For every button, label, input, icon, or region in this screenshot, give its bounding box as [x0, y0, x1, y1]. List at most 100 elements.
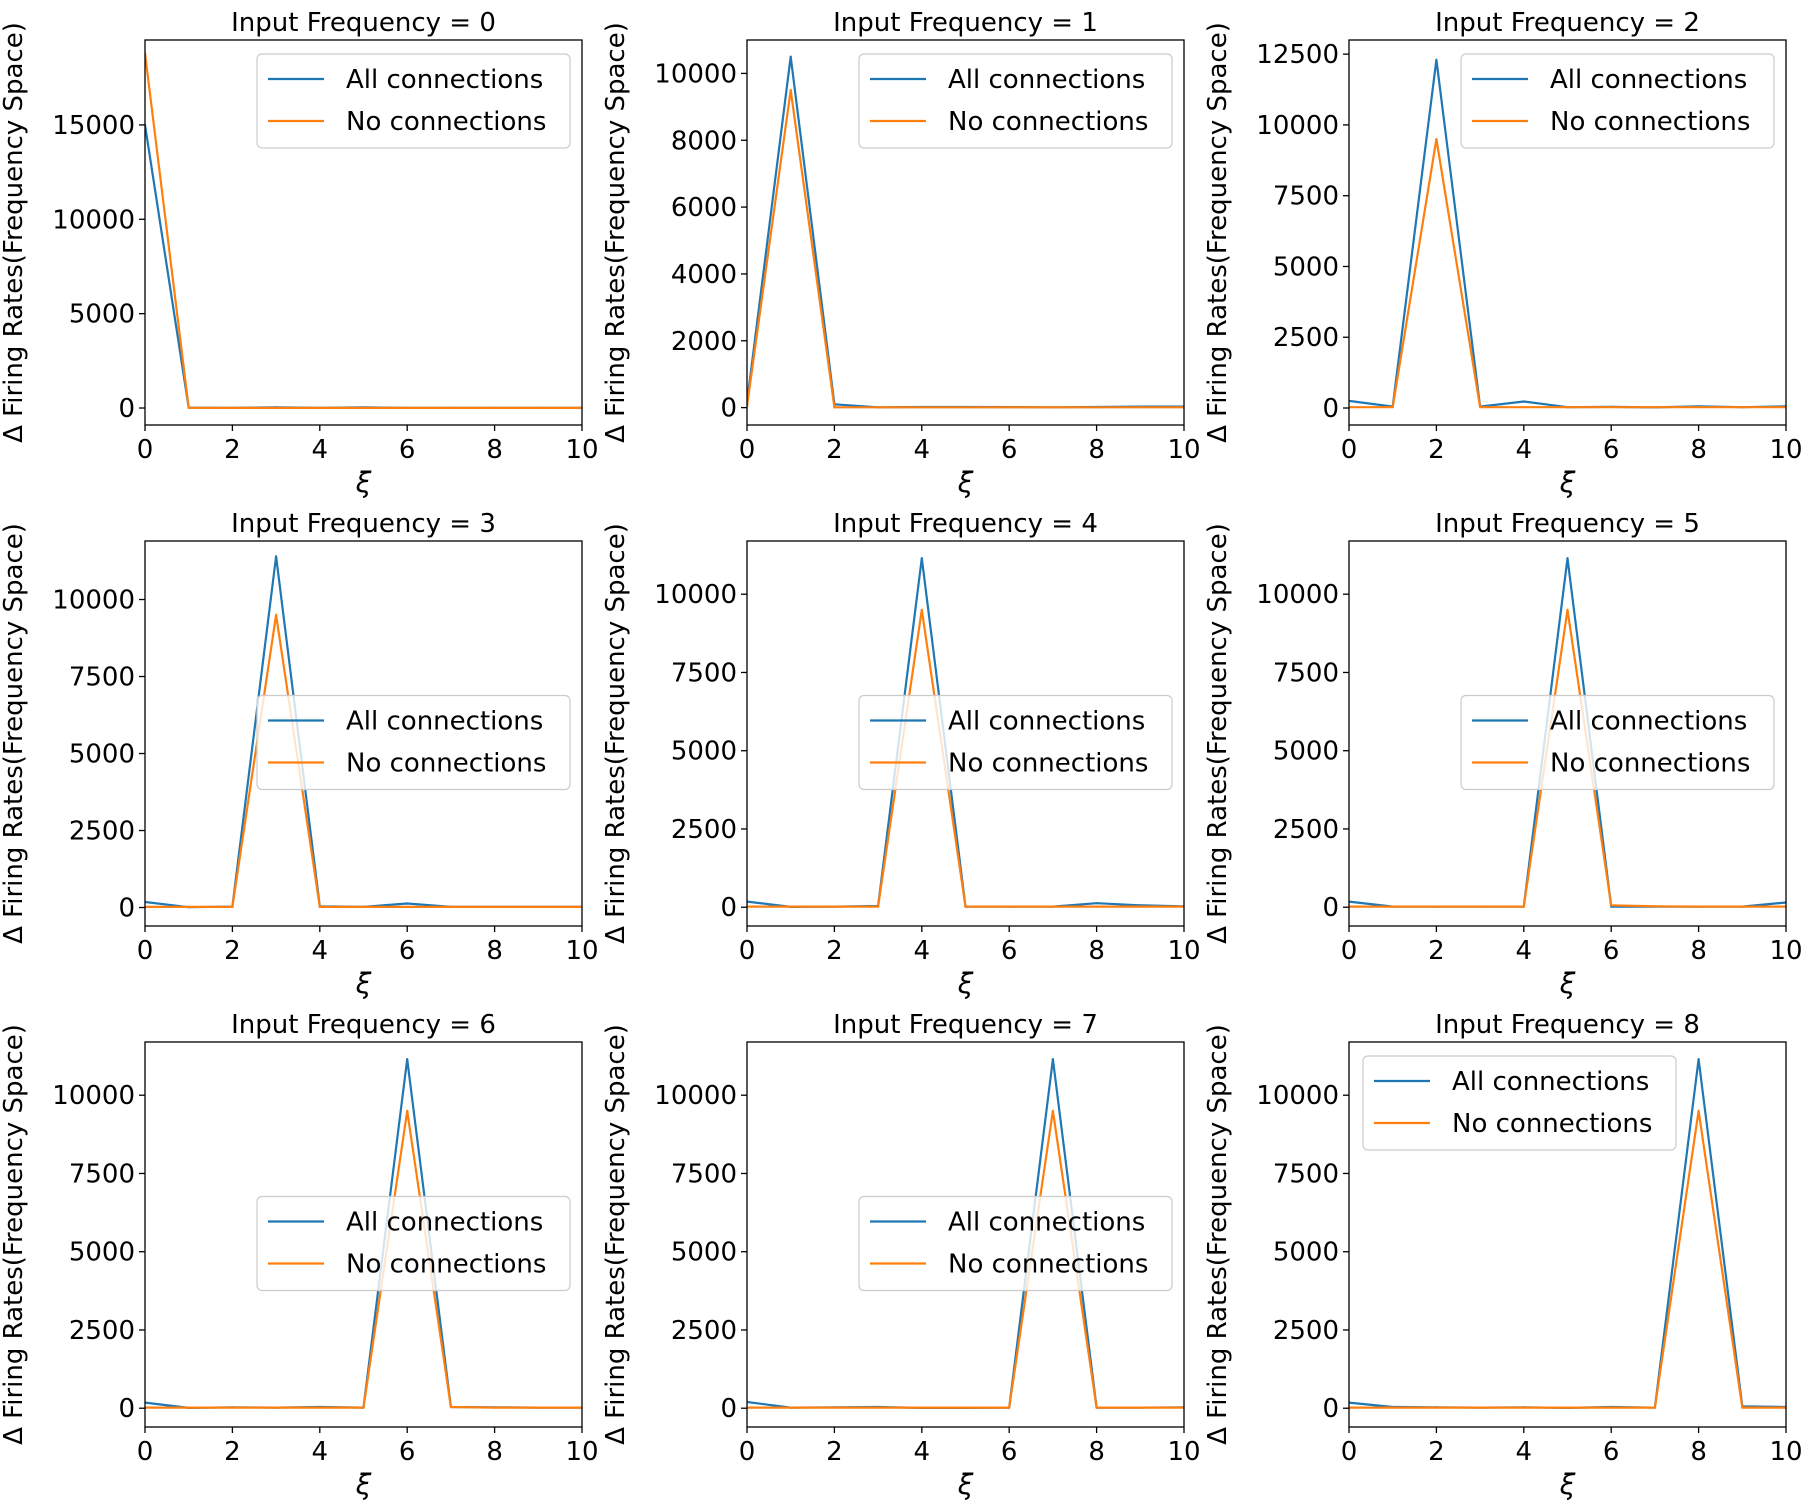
- x-tick-label: 0: [739, 1437, 756, 1467]
- plot-frame: [1348, 1041, 1787, 1428]
- subplot-3: Input Frequency = 3 0 2 4 6 8 10 0 2500 5000 7500 1…: [0, 509, 599, 1000]
- x-tick-label: 8: [1690, 435, 1707, 465]
- data-point: [318, 1406, 321, 1409]
- legend: All connections No connections: [256, 1195, 571, 1292]
- x-tick-label: 10: [1167, 936, 1200, 966]
- y-axis-label: Δ Firing Rates(Frequency Space): [601, 523, 631, 944]
- data-point: [1051, 905, 1054, 908]
- series-group: [747, 1058, 1184, 1410]
- data-point: [449, 406, 452, 410]
- data-point: [920, 608, 923, 611]
- x-axis-label: ξ: [355, 1468, 372, 1501]
- legend-label: No connections: [346, 749, 546, 779]
- series-group: [145, 555, 582, 909]
- x-tick-label: 0: [137, 435, 154, 465]
- y-tick-label: 5000: [1273, 252, 1339, 282]
- x-tick-label: 6: [1001, 1437, 1018, 1467]
- data-point: [275, 555, 278, 558]
- x-tick-label: 0: [739, 435, 756, 465]
- x-tick-label: 4: [1516, 435, 1533, 465]
- data-point: [1479, 1406, 1482, 1409]
- y-tick-label: 10000: [1256, 111, 1339, 141]
- data-point: [1435, 905, 1438, 908]
- subplot-title: Input Frequency = 1: [833, 8, 1098, 38]
- legend-label: All connections: [948, 65, 1145, 95]
- data-point: [1697, 406, 1700, 409]
- data-point: [833, 1406, 836, 1409]
- plot-frame: [144, 540, 583, 927]
- x-tick-label: 2: [224, 1437, 241, 1467]
- x-tick-label: 10: [1167, 1437, 1200, 1467]
- legend-label: No connections: [948, 1250, 1148, 1280]
- plot-frame: [1348, 540, 1787, 927]
- data-point: [1008, 1406, 1011, 1409]
- data-point: [1653, 406, 1656, 409]
- x-tick-label: 4: [312, 435, 329, 465]
- y-tick-label: 10000: [1256, 580, 1339, 610]
- y-tick-label: 5000: [69, 1238, 135, 1268]
- y-tick-label: 2500: [69, 1316, 135, 1346]
- data-point: [537, 406, 540, 410]
- y-tick-label: 2500: [671, 815, 737, 845]
- data-point: [1008, 905, 1011, 908]
- data-point: [877, 1406, 880, 1409]
- legend-label: No connections: [1550, 107, 1750, 137]
- data-point: [275, 406, 278, 410]
- plot-frame: [144, 39, 583, 426]
- y-tick-label: 7500: [671, 658, 737, 688]
- x-tick-label: 0: [137, 1437, 154, 1467]
- data-point: [362, 406, 365, 410]
- data-point: [964, 905, 967, 908]
- x-tick-label: 10: [565, 936, 598, 966]
- x-tick-label: 4: [1516, 936, 1533, 966]
- x-tick-label: 2: [1428, 435, 1445, 465]
- legend-box: [1460, 53, 1775, 149]
- y-tick-label: 5000: [69, 740, 135, 770]
- x-tick-label: 6: [1001, 936, 1018, 966]
- y-tick-label: 2500: [1273, 1316, 1339, 1346]
- y-tick-label: 2500: [1273, 323, 1339, 353]
- x-axis-label: ξ: [355, 967, 372, 1000]
- legend: All connections No connections: [858, 694, 1173, 791]
- y-tick-label: 10000: [654, 580, 737, 610]
- data-point: [920, 1406, 923, 1409]
- y-tick-label: 8000: [671, 126, 737, 156]
- x-tick-label: 10: [1769, 1437, 1802, 1467]
- data-point: [1653, 905, 1656, 908]
- data-point: [877, 905, 880, 908]
- y-axis-label: Δ Firing Rates(Frequency Space): [0, 22, 29, 443]
- data-point: [1741, 905, 1744, 908]
- legend-label: No connections: [346, 1250, 546, 1280]
- x-tick-label: 4: [914, 1437, 931, 1467]
- subplot-6: Input Frequency = 6 0 2 4 6 8 10 0 2500 5000 7500 1…: [0, 1010, 599, 1501]
- x-tick-label: 4: [1516, 1437, 1533, 1467]
- subplot-7: Input Frequency = 7 0 2 4 6 8 10 0 2500 5000 7500 1…: [601, 1010, 1201, 1501]
- data-point: [1566, 608, 1569, 611]
- data-point: [537, 1406, 540, 1409]
- data-point: [1697, 1109, 1700, 1112]
- data-point: [1391, 905, 1394, 908]
- x-tick-label: 6: [1603, 435, 1620, 465]
- data-point: [877, 406, 880, 409]
- data-point: [964, 406, 967, 409]
- subplot-title: Input Frequency = 2: [1435, 8, 1700, 38]
- y-tick-label: 12500: [1256, 40, 1339, 70]
- subplot-title: Input Frequency = 7: [833, 1010, 1098, 1040]
- y-axis-label: Δ Firing Rates(Frequency Space): [1203, 523, 1233, 944]
- x-tick-label: 8: [1088, 936, 1105, 966]
- x-tick-label: 4: [312, 936, 329, 966]
- data-point: [1566, 557, 1569, 560]
- data-point: [1697, 1058, 1700, 1061]
- y-tick-label: 10000: [654, 59, 737, 89]
- data-point: [1139, 1406, 1142, 1409]
- x-tick-label: 0: [739, 936, 756, 966]
- series-group: [1349, 1058, 1786, 1410]
- y-axis-label: Δ Firing Rates(Frequency Space): [1203, 1024, 1233, 1445]
- data-point: [789, 55, 792, 58]
- data-point: [362, 905, 365, 909]
- plot-frame: [746, 1041, 1185, 1428]
- legend: All connections No connections: [1460, 53, 1775, 149]
- x-axis-label: ξ: [1559, 1468, 1576, 1501]
- legend-box: [1460, 694, 1775, 791]
- y-tick-label: 7500: [1273, 182, 1339, 212]
